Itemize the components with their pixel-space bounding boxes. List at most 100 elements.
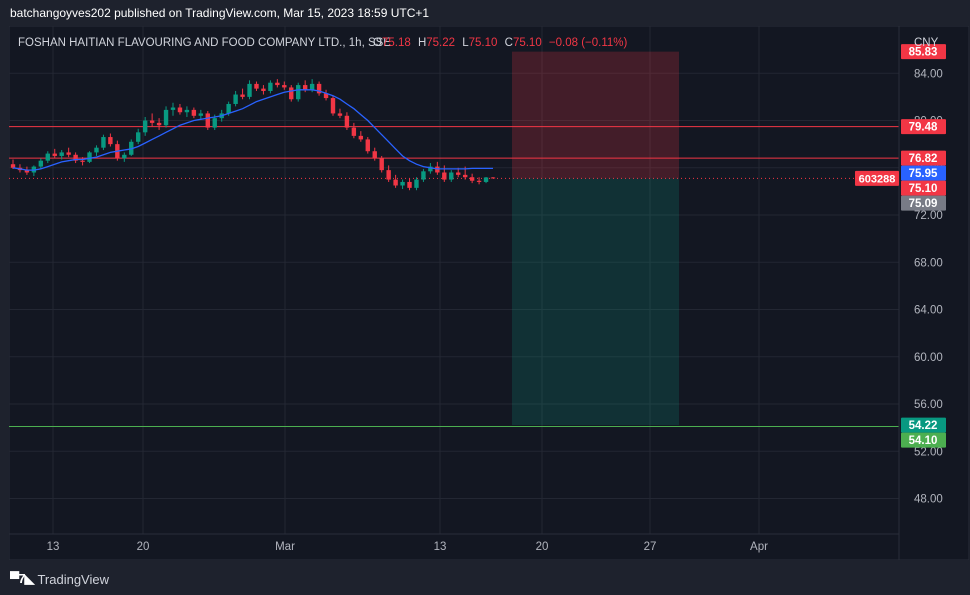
horizontal-lines[interactable] — [9, 126, 899, 427]
candle-body — [393, 179, 398, 186]
candle — [80, 157, 85, 166]
candle — [372, 147, 377, 161]
candle — [129, 139, 134, 156]
candle-body — [163, 109, 169, 126]
take-profit-zone[interactable] — [512, 178, 679, 426]
x-tick-label: 13 — [434, 541, 447, 553]
tradingview-logo-icon: ▀7◣ — [10, 571, 34, 586]
candle-body — [309, 83, 315, 90]
candle-body — [428, 166, 433, 172]
moving-average-line — [12, 89, 493, 171]
candle — [323, 89, 329, 101]
candle-body — [449, 172, 454, 180]
candle-body — [108, 137, 113, 145]
y-tick-label: 60.00 — [914, 352, 943, 364]
x-tick-label: 20 — [536, 541, 549, 553]
candle-body — [261, 88, 266, 91]
candle — [393, 174, 398, 188]
candle — [184, 106, 190, 117]
ohlc-legend: O75.18 H75.22 L75.10 C75.10 −0.08 (−0.11… — [373, 37, 628, 49]
candle — [490, 176, 496, 179]
x-axis-ticks: 13 20 Mar 13 20 27 Apr — [47, 541, 769, 553]
candle-body — [10, 164, 16, 168]
candle — [136, 128, 141, 145]
candle — [400, 179, 405, 190]
candle-body — [198, 113, 204, 116]
candle — [254, 81, 259, 91]
candle — [449, 170, 454, 182]
candle-body — [66, 152, 71, 155]
candle-body — [386, 170, 391, 180]
price-label: 79.48 — [901, 119, 946, 135]
candle — [469, 173, 475, 184]
position-zones[interactable] — [512, 51, 679, 426]
price-label: 76.82 — [901, 150, 946, 166]
candle — [289, 85, 294, 102]
candle-body — [59, 152, 64, 156]
candle-body — [483, 177, 489, 182]
candle — [38, 158, 44, 169]
candle-body — [156, 122, 162, 126]
price-label: 54.10 — [901, 432, 946, 448]
price-label-box — [901, 150, 946, 166]
candle — [282, 81, 287, 90]
price-label-box — [901, 195, 946, 211]
high-value: 75.22 — [426, 37, 455, 49]
candle-body — [87, 152, 92, 162]
high-label: H — [418, 37, 426, 49]
price-label-text: 54.10 — [909, 435, 938, 447]
candle — [261, 85, 266, 95]
tradingview-brand[interactable]: ▀7◣ TradingView — [10, 571, 109, 587]
candle — [330, 95, 336, 116]
currency-label: CNY — [914, 37, 939, 49]
candle-body — [38, 160, 44, 167]
candle — [170, 102, 176, 116]
symbol-label-box — [855, 170, 899, 186]
candle-body — [149, 120, 155, 123]
candle-body — [191, 109, 197, 116]
candle-body — [101, 137, 106, 148]
low-value: 75.10 — [469, 37, 498, 49]
candle-body — [275, 82, 280, 86]
candle-body — [476, 180, 482, 182]
footer-bar: ▀7◣ TradingView — [0, 562, 970, 595]
candle-body — [400, 181, 405, 186]
price-label-text: 85.83 — [909, 47, 938, 59]
price-label: 75.95 — [901, 165, 946, 181]
price-label: 85.83 — [901, 44, 946, 60]
candle — [122, 152, 127, 162]
candle — [177, 103, 183, 115]
candle-body — [316, 83, 322, 94]
candle-body — [254, 83, 259, 89]
candle — [66, 147, 71, 158]
candle-body — [240, 94, 245, 97]
chart-area[interactable]: 48.0052.0056.0060.0064.0068.0072.0076.00… — [8, 25, 970, 561]
candle — [52, 148, 57, 159]
candle-body — [233, 94, 238, 104]
close-label: C — [505, 37, 513, 49]
candle — [191, 107, 197, 119]
chart-grid — [9, 26, 899, 534]
price-label-text: 79.48 — [909, 122, 938, 134]
price-label-box — [901, 180, 946, 196]
candle — [386, 165, 391, 182]
candle — [240, 88, 245, 100]
candle-body — [414, 179, 419, 188]
candle-body — [365, 139, 370, 152]
price-chart[interactable]: 48.0052.0056.0060.0064.0068.0072.0076.00… — [8, 25, 970, 561]
publish-info-bar: batchangoyves202 published on TradingVie… — [0, 0, 970, 26]
y-tick-label: 56.00 — [914, 399, 943, 411]
candle — [379, 155, 384, 173]
price-labels: 85.83 79.48 76.82 75.95 75.10 75.09 54.22 54.10… — [855, 44, 946, 448]
stop-loss-zone[interactable] — [512, 51, 679, 179]
change-value: −0.08 (−0.11%) — [549, 37, 628, 49]
price-label: 75.10 — [901, 180, 946, 196]
price-label-box — [901, 119, 946, 135]
x-tick-label: 20 — [137, 541, 150, 553]
candle-body — [212, 118, 217, 128]
close-value: 75.10 — [513, 37, 542, 49]
candle — [108, 133, 113, 147]
candle — [358, 131, 364, 142]
candle-body — [177, 107, 183, 113]
candle-body — [323, 93, 329, 99]
